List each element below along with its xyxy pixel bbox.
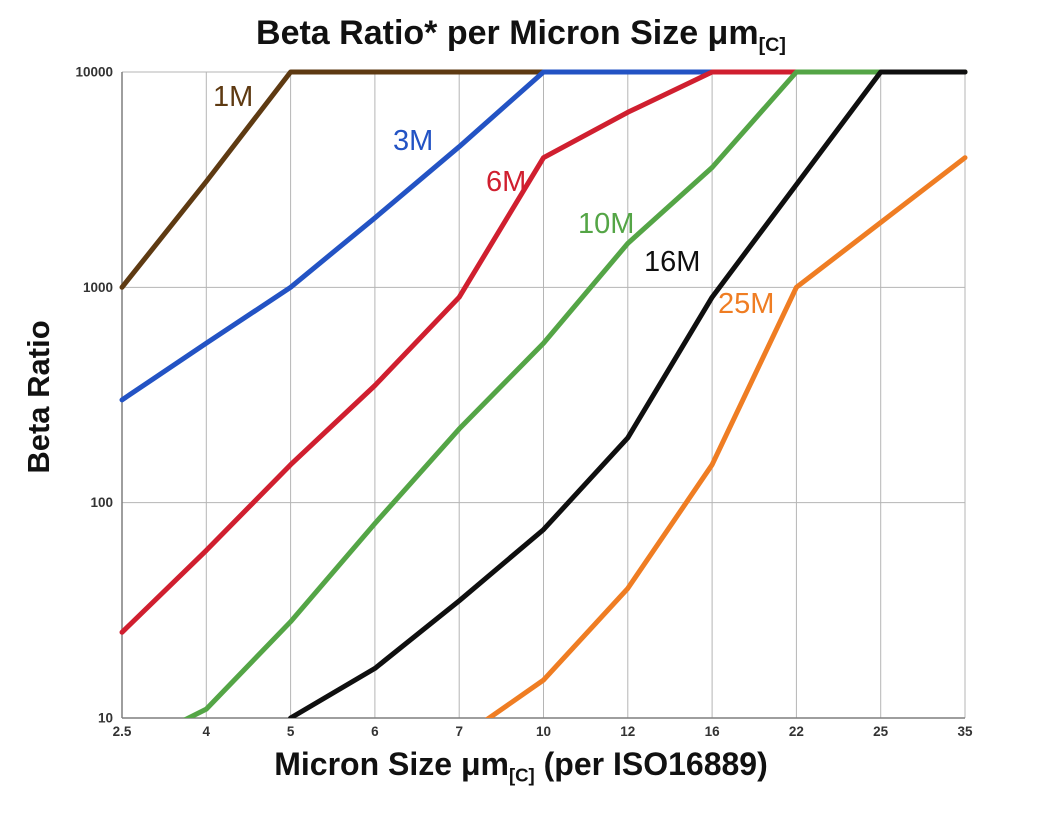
series-line-16m [288,69,968,718]
series-label-16m: 16M [644,246,701,278]
x-axis-label-subscript: [C] [508,764,535,786]
series-label-3m: 3M [393,125,434,157]
x-axis-label-text: Micron Size μm [274,746,509,782]
y-tick-label: 1000 [83,280,113,295]
y-tick-label: 10000 [75,65,113,80]
x-tick-label: 35 [957,724,973,739]
x-tick-label: 25 [873,724,889,739]
x-axis-label: Micron Size μm[C] (per ISO16889) [0,746,1042,786]
series-line-25m [484,155,968,718]
x-tick-label: 12 [620,724,635,739]
series-label-6m: 6M [486,166,527,198]
chart-title: Beta Ratio* per Micron Size μm[C] [0,14,1042,57]
x-tick-label: 4 [203,724,211,739]
y-tick-label: 10 [98,711,113,726]
series-label-10m: 10M [578,208,635,240]
chart-title-subscript: [C] [758,33,786,56]
x-tick-label: 2.5 [113,724,132,739]
series-line-10m [182,69,968,718]
y-tick-label: 100 [90,495,113,510]
x-tick-label: 7 [455,724,463,739]
series-label-1m: 1M [213,81,254,113]
series-label-25m: 25M [718,288,775,320]
chart-title-text: Beta Ratio* per Micron Size μm [256,14,759,52]
x-axis-label-suffix: (per ISO16889) [534,746,768,782]
x-tick-label: 6 [371,724,379,739]
x-tick-label: 16 [705,724,721,739]
x-tick-label: 22 [789,724,804,739]
x-tick-label: 5 [287,724,295,739]
x-tick-label: 10 [536,724,551,739]
